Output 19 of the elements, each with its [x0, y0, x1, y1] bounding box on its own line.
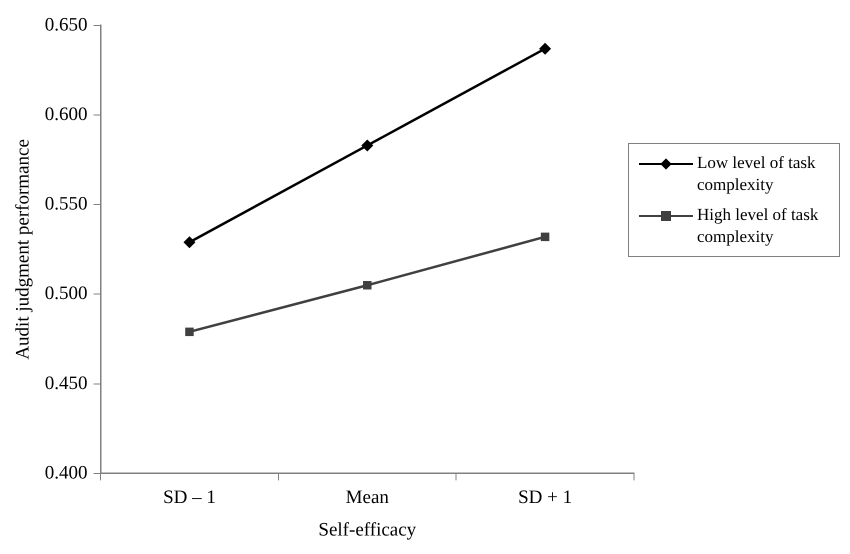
- y-tick-label: 0.450: [44, 372, 88, 394]
- x-tick-label: SD + 1: [518, 486, 572, 508]
- x-tick-label: SD – 1: [163, 486, 216, 508]
- legend-label: High level of task complexity: [697, 204, 820, 248]
- y-tick-label: 0.650: [44, 14, 88, 36]
- y-axis-title: Audit judgment performance: [12, 139, 34, 360]
- x-tick-label: Mean: [346, 486, 390, 508]
- point: [185, 328, 194, 336]
- y-tick-label: 0.400: [44, 462, 88, 484]
- y-tick-label: 0.550: [44, 194, 88, 215]
- legend-label: Low level of task complexity: [697, 152, 816, 196]
- point: [361, 139, 374, 152]
- y-tick-label: 0.500: [44, 283, 88, 304]
- y-tick-label: 0.600: [44, 104, 88, 125]
- point: [183, 236, 196, 248]
- point: [539, 42, 552, 55]
- x-axis-title: Self-efficacy: [318, 520, 417, 541]
- point: [540, 232, 550, 242]
- point: [363, 281, 372, 290]
